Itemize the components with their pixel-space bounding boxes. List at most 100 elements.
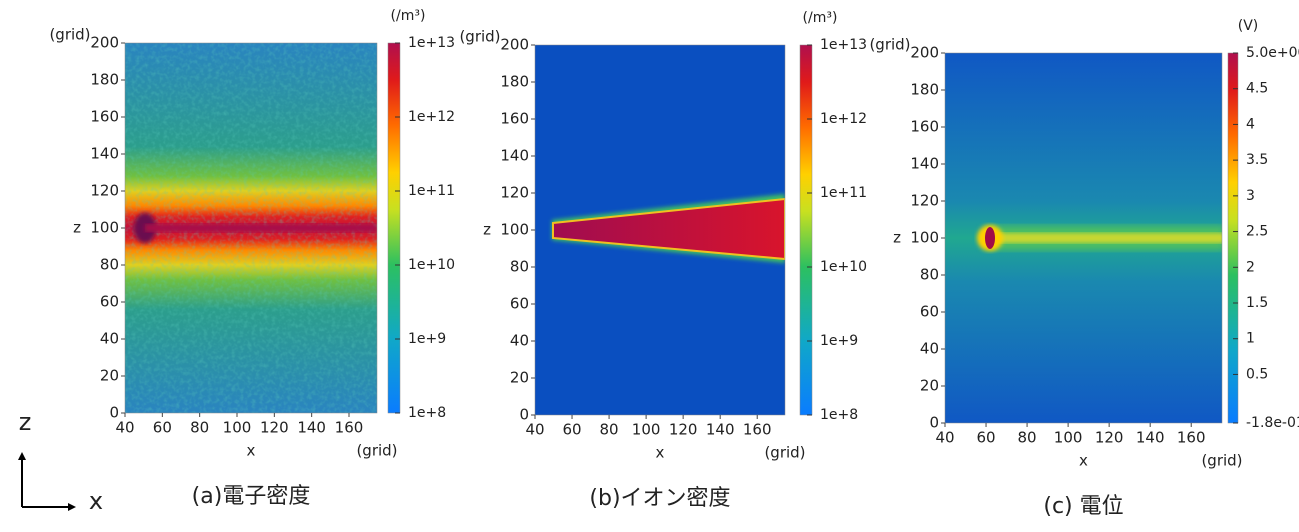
- y-tick-label: 60: [100, 293, 119, 311]
- y-tick-label: 40: [510, 332, 529, 350]
- y-tick-label: 120: [90, 182, 119, 200]
- colorbar-tick-label: 1e+9: [820, 333, 858, 349]
- caption: (b)イオン密度: [589, 486, 730, 511]
- y-tick-label: 140: [910, 155, 939, 173]
- arrowhead: [68, 503, 76, 511]
- y-unit: (grid): [49, 26, 90, 44]
- x-tick-label: 100: [1054, 429, 1083, 447]
- colorbar-tick-label: 1e+12: [408, 109, 455, 125]
- y-tick-label: 180: [500, 73, 529, 91]
- x-axis-label: x: [247, 442, 256, 460]
- y-tick-label: 100: [500, 221, 529, 239]
- y-tick-label: 100: [910, 229, 939, 247]
- x-tick-label: 140: [297, 419, 326, 437]
- colorbar-tick-label: 3.5: [1246, 152, 1268, 168]
- colorbar-gradient: [799, 44, 813, 416]
- indicator-x-label: x: [89, 487, 103, 515]
- y-tick-label: 20: [920, 377, 939, 395]
- y-tick-label: 120: [500, 184, 529, 202]
- y-tick-label: 200: [910, 44, 939, 62]
- x-tick-label: 80: [190, 419, 209, 437]
- colorbar-tick-label: 1e+13: [820, 37, 867, 53]
- y-tick-label: 180: [910, 81, 939, 99]
- colorbar-tick-label: 1e+13: [408, 35, 455, 51]
- y-tick-label: 120: [910, 192, 939, 210]
- colorbar-tick-label: 2: [1246, 259, 1255, 275]
- x-tick-label: 80: [600, 421, 619, 439]
- colorbar-tick-label: 1e+12: [820, 111, 867, 127]
- x-tick-label: 160: [335, 419, 364, 437]
- x-axis-label: x: [1079, 452, 1088, 470]
- arrowhead: [18, 452, 26, 460]
- y-tick-label: 160: [90, 108, 119, 126]
- y-tick-label: 140: [90, 145, 119, 163]
- colorbar-unit: (/m³): [391, 8, 426, 24]
- colorbar-gradient: [1227, 52, 1239, 424]
- colorbar-tick-label: 1e+8: [820, 407, 858, 423]
- x-unit: (grid): [356, 442, 397, 460]
- y-tick-label: 0: [109, 404, 119, 422]
- caption: (c) 電位: [1043, 494, 1123, 519]
- y-tick-label: 80: [510, 258, 529, 276]
- x-unit: (grid): [764, 444, 805, 462]
- y-tick-label: 20: [100, 367, 119, 385]
- x-axis-label: x: [656, 444, 665, 462]
- y-axis-label: z: [893, 229, 901, 247]
- y-axis-label: z: [483, 221, 491, 239]
- x-tick-label: 140: [1136, 429, 1165, 447]
- x-tick-label: 120: [669, 421, 698, 439]
- colorbar-gradient: [387, 42, 401, 414]
- colorbar-tick-label: 5.0e+00: [1246, 45, 1299, 61]
- colorbar-tick-label: -1.8e-01: [1246, 415, 1299, 431]
- x-tick-label: 60: [976, 429, 995, 447]
- colorbar-tick-label: 2.5: [1246, 224, 1268, 240]
- field-c: [945, 53, 1222, 423]
- y-tick-label: 60: [510, 295, 529, 313]
- x-tick-label: 40: [115, 419, 134, 437]
- x-tick-label: 40: [525, 421, 544, 439]
- colorbar-tick-label: 1: [1246, 331, 1255, 347]
- y-tick-label: 60: [920, 303, 939, 321]
- colorbar-tick-label: 1.5: [1246, 295, 1268, 311]
- colorbar: (/m³) 1e+8 1e+9 1e+10 1e+11 1e+12 1e+13: [387, 8, 455, 421]
- y-tick-label: 160: [500, 110, 529, 128]
- colorbar-tick-label: 1e+10: [820, 259, 867, 275]
- x-unit: (grid): [1201, 452, 1242, 470]
- colorbar: (V) 5.0e+00 4.5 4 3.5 3 2.5 2 1.5 1 0.5 -1.8e-01: [1227, 18, 1299, 431]
- colorbar-unit: (/m³): [803, 10, 838, 26]
- y-unit: (grid): [869, 36, 910, 54]
- colorbar-unit: (V): [1238, 18, 1259, 34]
- axis-indicator: z x: [18, 408, 103, 515]
- x-tick-label: 100: [632, 421, 661, 439]
- y-tick-label: 200: [90, 34, 119, 52]
- field-b: [535, 45, 785, 415]
- y-tick-label: 0: [519, 406, 529, 424]
- y-axis-label: z: [73, 219, 81, 237]
- x-tick-label: 40: [935, 429, 954, 447]
- y-tick-label: 180: [90, 71, 119, 89]
- caption: (a)電子密度: [192, 484, 311, 509]
- colorbar-tick-label: 1e+11: [820, 185, 867, 201]
- x-tick-label: 140: [706, 421, 735, 439]
- field-a: [125, 43, 377, 413]
- y-tick-label: 200: [500, 36, 529, 54]
- x-tick-label: 60: [562, 421, 581, 439]
- y-tick-label: 0: [929, 414, 939, 432]
- colorbar-tick-label: 4: [1246, 116, 1255, 132]
- y-tick-label: 140: [500, 147, 529, 165]
- colorbar-tick-label: 4.5: [1246, 81, 1268, 97]
- x-tick-label: 120: [260, 419, 289, 437]
- colorbar: (/m³) 1e+8 1e+9 1e+10 1e+11 1e+12 1e+13: [799, 10, 867, 423]
- y-tick-label: 20: [510, 369, 529, 387]
- colorbar-tick-label: 1e+10: [408, 257, 455, 273]
- x-tick-label: 60: [153, 419, 172, 437]
- x-tick-label: 80: [1018, 429, 1037, 447]
- colorbar-tick-label: 3: [1246, 188, 1255, 204]
- colorbar-tick-label: 1e+11: [408, 183, 455, 199]
- colorbar-tick-label: 0.5: [1246, 366, 1268, 382]
- indicator-z-label: z: [19, 408, 32, 436]
- y-tick-label: 80: [920, 266, 939, 284]
- colorbar-tick-label: 1e+8: [408, 405, 446, 421]
